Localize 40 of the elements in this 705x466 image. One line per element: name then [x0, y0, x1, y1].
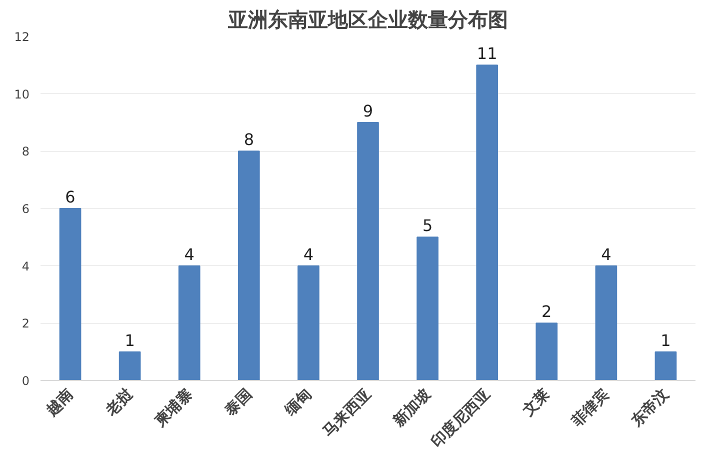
- data-label: 4: [184, 244, 194, 264]
- bar: [595, 265, 618, 380]
- bar: [654, 351, 677, 380]
- x-tick-label: 泰国: [220, 385, 256, 420]
- y-tick-label: 6: [22, 202, 30, 216]
- x-tick-label: 缅甸: [280, 385, 315, 420]
- bar: [476, 64, 498, 380]
- y-tick-label: 0: [22, 374, 30, 388]
- x-tick-label: 柬埔寨: [150, 385, 196, 430]
- x-tick-label: 菲律宾: [567, 385, 613, 430]
- bar: [59, 208, 82, 380]
- data-label: 2: [542, 302, 552, 322]
- data-label: 4: [303, 244, 314, 264]
- data-label: 1: [124, 330, 135, 350]
- data-label: 1: [660, 330, 671, 350]
- bar: [357, 122, 379, 380]
- data-label: 4: [601, 244, 612, 264]
- data-label: 5: [422, 216, 433, 236]
- y-tick-label: 10: [14, 87, 30, 102]
- x-tick-label: 越南: [42, 385, 77, 420]
- bar: [536, 322, 558, 380]
- data-label: 6: [65, 188, 76, 206]
- x-tick-label: 文莱: [518, 385, 553, 420]
- x-tick-label: 马来西亚: [319, 385, 374, 440]
- y-tick-label: 12: [14, 30, 30, 44]
- y-tick-label: 8: [22, 144, 30, 159]
- x-tick-label: 东帝汶: [626, 384, 673, 430]
- bar: [178, 265, 200, 380]
- data-label: 11: [476, 44, 498, 64]
- y-tick-label: 4: [22, 259, 30, 274]
- x-tick-label: 老挝: [102, 384, 137, 420]
- bar: [416, 236, 438, 380]
- bar: [298, 265, 320, 380]
- x-tick-label: 新加坡: [388, 384, 435, 430]
- data-label: 8: [244, 130, 254, 150]
- chart-title: 亚洲东南亚地区企业数量分布图: [227, 8, 508, 32]
- bar: [118, 351, 141, 380]
- data-label: 9: [362, 102, 374, 120]
- y-tick-label: 2: [22, 316, 30, 331]
- bar: [238, 150, 260, 380]
